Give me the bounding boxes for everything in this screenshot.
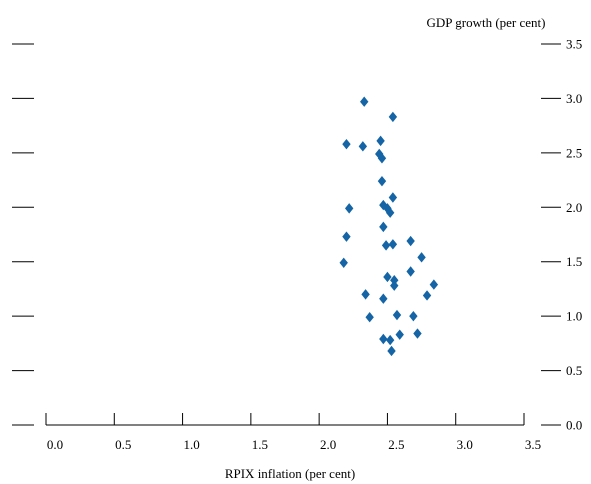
x-tick-label: 3.5 xyxy=(525,437,541,452)
data-point xyxy=(358,141,368,152)
data-point xyxy=(395,329,404,340)
data-point xyxy=(387,345,396,357)
data-point xyxy=(385,207,395,218)
data-point xyxy=(379,293,388,304)
y-tick-label: 3.0 xyxy=(566,91,582,106)
y-axis-title: GDP growth (per cent) xyxy=(426,15,545,30)
y-tick-label: 1.5 xyxy=(566,254,582,269)
data-point xyxy=(342,231,351,242)
data-point xyxy=(388,192,398,203)
data-point xyxy=(379,333,388,345)
data-point xyxy=(409,310,418,322)
data-point xyxy=(376,135,385,147)
data-point xyxy=(339,257,348,269)
x-tick-label: 3.0 xyxy=(457,437,473,452)
x-tick-label: 1.0 xyxy=(183,437,199,452)
data-point xyxy=(390,275,399,286)
data-point xyxy=(383,271,392,283)
data-point xyxy=(342,138,351,150)
x-tick-label: 0.5 xyxy=(115,437,131,452)
data-point xyxy=(388,239,398,250)
data-point xyxy=(360,96,369,107)
data-point xyxy=(361,289,370,300)
data-point xyxy=(429,279,439,290)
x-tick-label: 0.0 xyxy=(47,437,63,452)
x-axis-title: RPIX inflation (per cent) xyxy=(225,466,355,481)
data-point xyxy=(417,252,426,263)
y-tick-label: 0.0 xyxy=(566,418,582,433)
y-tick-label: 2.5 xyxy=(566,145,582,160)
data-points xyxy=(339,96,439,357)
data-point xyxy=(365,312,374,323)
data-point xyxy=(406,266,415,277)
data-point xyxy=(413,328,422,339)
y-tick-label: 0.5 xyxy=(566,363,582,378)
data-point xyxy=(388,111,398,123)
data-point xyxy=(381,240,391,251)
y-tick-label: 3.5 xyxy=(566,37,582,52)
data-point xyxy=(392,309,402,321)
data-point xyxy=(390,280,399,291)
x-tick-label: 1.5 xyxy=(252,437,268,452)
data-point xyxy=(422,290,432,301)
data-point xyxy=(344,203,354,214)
left-tick-group xyxy=(12,43,34,426)
data-point xyxy=(385,334,395,346)
y-tick-label: 2.0 xyxy=(566,200,582,215)
x-tick-group: 0.0 0.5 1.0 1.5 2.0 2.5 3.0 3.5 xyxy=(45,413,541,452)
right-tick-group: 0.0 0.5 1.0 1.5 2.0 2.5 3.0 3.5 xyxy=(541,37,582,433)
data-point xyxy=(379,221,388,233)
x-tick-label: 2.0 xyxy=(320,437,336,452)
data-point xyxy=(377,175,387,187)
x-tick-label: 2.5 xyxy=(388,437,404,452)
data-point xyxy=(377,153,387,164)
y-tick-label: 1.0 xyxy=(566,309,582,324)
data-point xyxy=(406,235,415,247)
